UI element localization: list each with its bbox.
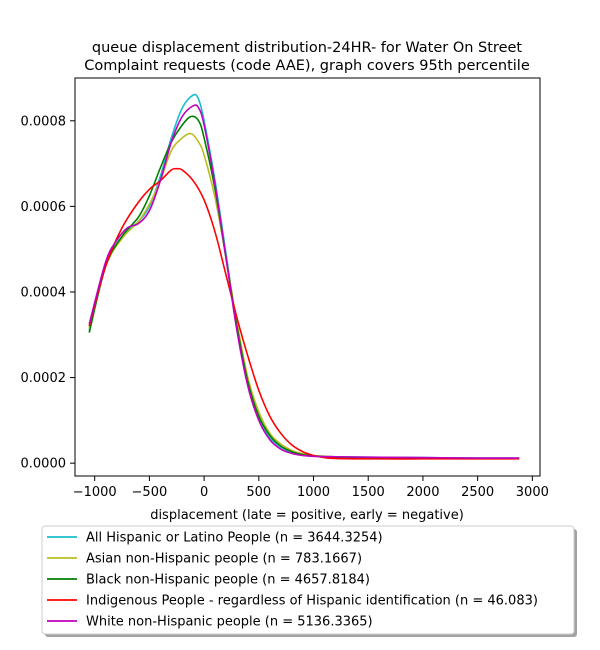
x-tick-label: 1500 (352, 485, 385, 500)
series-layer (88, 93, 520, 460)
y-tick-label: 0.0004 (21, 285, 67, 300)
legend-label: All Hispanic or Latino People (n = 3644.… (86, 531, 383, 546)
x-tick-label: 1000 (297, 485, 330, 500)
series-line-2 (88, 132, 520, 460)
x-tick-label: −500 (132, 485, 168, 500)
y-tick-label: 0.0006 (21, 200, 67, 215)
chart-title-line-1: queue displacement distribution-24HR- fo… (92, 40, 523, 56)
x-tick-label: 500 (246, 485, 271, 500)
legend-box (41, 525, 575, 635)
legend-label: Asian non-Hispanic people (n = 783.1667) (86, 552, 362, 567)
chart-title-line-2: Complaint requests (code AAE), graph cov… (84, 58, 530, 74)
series-line-4 (88, 167, 520, 460)
x-tick-label: 0 (200, 485, 208, 500)
x-tick-label: 2000 (406, 485, 439, 500)
legend: All Hispanic or Latino People (n = 3644.… (41, 525, 577, 637)
series-line-3 (88, 115, 520, 460)
x-tick-label: −1000 (73, 485, 117, 500)
legend-label: Black non-Hispanic people (n = 4657.8184… (86, 573, 370, 588)
y-tick-label: 0.0008 (21, 114, 67, 129)
y-tick-label: 0.0002 (21, 371, 67, 386)
series-line-5 (88, 104, 520, 459)
legend-label: White non-Hispanic people (n = 5136.3365… (86, 615, 373, 630)
x-axis: −1000 −500 0 500 1000 1500 2000 2500 3000 (73, 476, 549, 500)
legend-label: Indigenous People - regardless of Hispan… (86, 594, 538, 609)
series-line-1 (88, 93, 520, 459)
y-tick-label: 0.0000 (21, 457, 67, 472)
x-tick-label: 3000 (516, 485, 549, 500)
y-axis: 0.0000 0.0002 0.0004 0.0006 0.0008 (21, 114, 75, 472)
plot-frame (74, 77, 541, 477)
x-tick-label: 2500 (461, 485, 494, 500)
x-axis-label: displacement (late = positive, early = n… (150, 508, 464, 523)
